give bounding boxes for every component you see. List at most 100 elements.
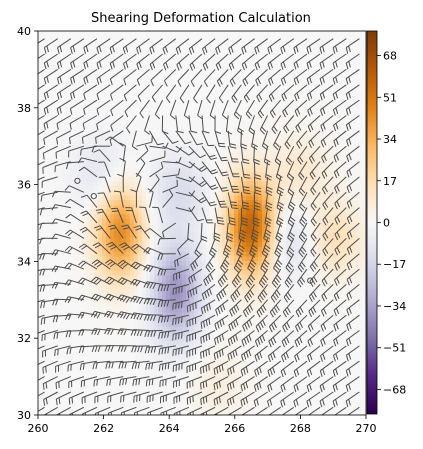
field-cell — [74, 405, 79, 411]
field-cell — [182, 321, 187, 327]
field-cell — [86, 82, 91, 88]
field-cell — [234, 63, 239, 70]
field-cell — [198, 59, 203, 65]
field-cell — [66, 138, 71, 144]
field-cell — [206, 134, 211, 140]
field-cell — [242, 59, 247, 65]
field-cell — [66, 326, 71, 332]
field-cell — [106, 213, 111, 219]
field-cell — [154, 302, 159, 308]
field-cell — [254, 344, 259, 351]
field-cell — [206, 372, 211, 379]
field-cell — [94, 59, 99, 65]
field-cell — [146, 194, 151, 201]
field-cell — [238, 148, 243, 154]
field-cell — [202, 311, 207, 318]
field-cell — [38, 251, 43, 257]
field-cell — [266, 274, 271, 280]
field-cell — [126, 386, 131, 393]
field-cell — [50, 400, 55, 407]
field-cell — [118, 218, 123, 224]
field-cell — [166, 410, 171, 415]
field-cell — [254, 279, 259, 285]
field-cell — [94, 124, 99, 130]
field-cell — [186, 340, 191, 346]
field-cell — [234, 340, 239, 346]
field-cell — [270, 49, 275, 56]
field-cell — [178, 260, 183, 266]
field-cell — [66, 124, 71, 130]
field-cell — [174, 297, 179, 304]
field-cell — [186, 40, 191, 46]
field-cell — [110, 73, 115, 79]
field-cell — [62, 326, 67, 332]
field-cell — [86, 283, 91, 290]
field-cell — [54, 204, 59, 210]
field-cell — [110, 283, 115, 290]
field-cell — [130, 335, 135, 341]
field-cell — [150, 82, 155, 88]
field-cell — [90, 190, 95, 196]
field-cell — [274, 68, 279, 74]
field-cell — [46, 386, 51, 393]
field-cell — [254, 302, 259, 308]
field-cell — [206, 283, 211, 290]
field-cell — [66, 372, 71, 379]
field-cell — [42, 330, 47, 336]
field-cell — [62, 340, 67, 346]
field-cell — [166, 105, 171, 112]
field-cell — [74, 260, 79, 266]
field-cell — [114, 246, 119, 252]
field-cell — [38, 340, 43, 346]
field-cell — [134, 400, 139, 407]
field-cell — [266, 410, 271, 415]
field-cell — [234, 218, 239, 224]
field-cell — [134, 246, 139, 252]
field-cell — [150, 255, 155, 262]
field-cell — [90, 288, 95, 294]
field-cell — [82, 218, 87, 224]
field-cell — [214, 382, 219, 388]
field-cell — [226, 283, 231, 290]
field-cell — [110, 134, 115, 140]
field-cell — [42, 349, 47, 355]
field-cell — [82, 279, 87, 285]
field-cell — [278, 335, 283, 341]
field-cell — [90, 358, 95, 365]
field-cell — [86, 288, 91, 294]
field-cell — [234, 119, 239, 126]
field-cell — [258, 77, 263, 84]
field-cell — [262, 307, 267, 313]
field-cell — [166, 340, 171, 346]
field-cell — [142, 204, 147, 210]
field-cell — [90, 293, 95, 299]
field-cell — [254, 152, 259, 159]
field-cell — [190, 148, 195, 154]
field-cell — [150, 251, 155, 257]
field-cell — [166, 129, 171, 135]
field-cell — [266, 349, 271, 355]
field-cell — [58, 297, 63, 304]
field-cell — [250, 110, 255, 116]
field-cell — [118, 232, 123, 238]
field-cell — [234, 176, 239, 182]
field-cell — [142, 35, 147, 41]
field-cell — [222, 63, 227, 70]
field-cell — [166, 269, 171, 276]
field-cell — [246, 213, 251, 219]
field-cell — [222, 35, 227, 41]
field-cell — [222, 293, 227, 299]
field-cell — [62, 288, 67, 294]
field-cell — [58, 63, 63, 70]
field-cell — [270, 143, 275, 149]
field-cell — [110, 251, 115, 257]
field-cell — [162, 96, 167, 102]
field-cell — [274, 237, 279, 243]
field-cell — [218, 171, 223, 177]
field-cell — [134, 368, 139, 374]
field-cell — [194, 148, 199, 154]
field-cell — [122, 129, 127, 135]
field-cell — [126, 87, 131, 93]
field-cell — [86, 157, 91, 163]
field-cell — [258, 274, 263, 280]
